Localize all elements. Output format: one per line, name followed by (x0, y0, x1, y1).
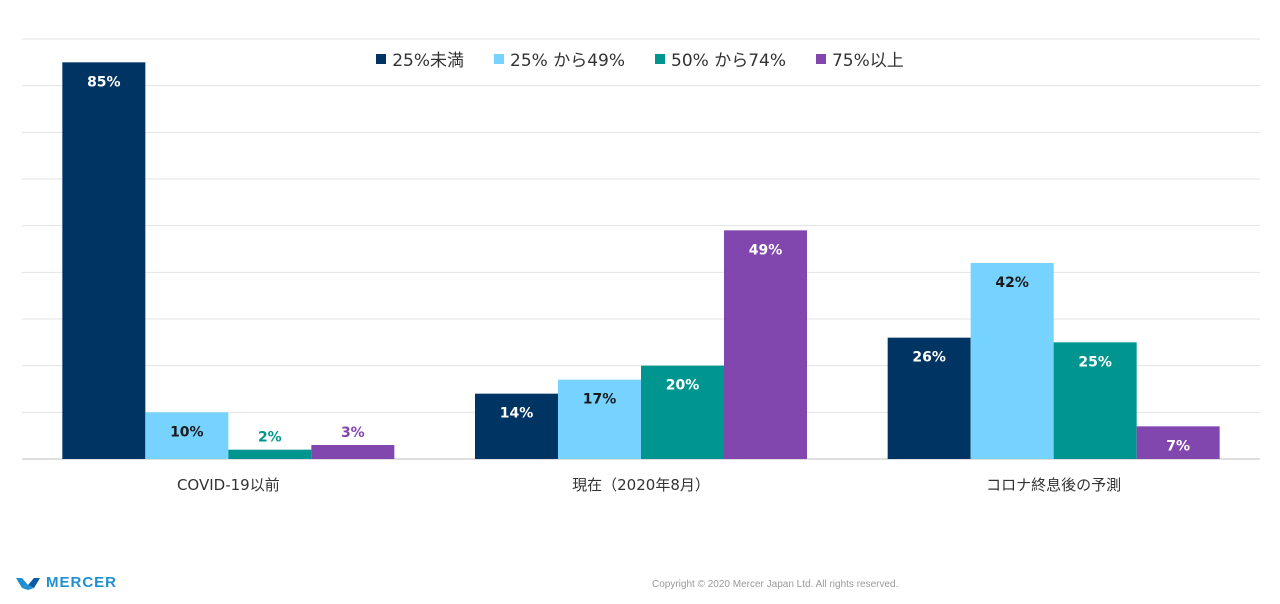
category-label: 現在（2020年8月） (572, 476, 710, 494)
legend-item: 50% から74% (655, 46, 786, 71)
legend: 25%未満 25% から49% 50% から74% 75%以上 (0, 46, 1280, 71)
bar (558, 379, 641, 459)
legend-item: 75%以上 (815, 46, 904, 71)
data-label: 25% (1078, 354, 1112, 370)
bars (62, 62, 1220, 459)
bar (970, 263, 1054, 459)
legend-label: 75%以上 (831, 51, 904, 71)
data-label: 2% (258, 430, 282, 446)
data-label: 49% (749, 242, 783, 258)
bar (641, 365, 724, 459)
copyright-text: Copyright © 2020 Mercer Japan Ltd. All r… (652, 579, 899, 590)
bar (62, 62, 146, 459)
bar (1136, 426, 1220, 459)
data-label: 7% (1166, 438, 1190, 454)
legend-item: 25%未満 (376, 46, 464, 71)
data-label: 42% (995, 275, 1029, 291)
data-label: 17% (583, 392, 617, 408)
category-labels: COVID-19以前 現在（2020年8月） コロナ終息後の予測 (177, 476, 1121, 494)
brand-name: MERCER (46, 574, 118, 591)
data-label: 20% (666, 378, 700, 394)
data-label: 26% (912, 350, 946, 366)
legend-swatch (655, 53, 665, 64)
legend-swatch (815, 53, 826, 64)
data-label: 10% (170, 424, 204, 440)
bar (724, 230, 807, 459)
bar (311, 445, 395, 459)
bar (1053, 342, 1137, 459)
legend-item: 25% から49% (494, 46, 625, 71)
data-label: 14% (500, 406, 534, 422)
mercer-logo: MERCER (16, 574, 117, 591)
legend-label: 50% から74% (671, 51, 786, 71)
bar (228, 449, 312, 459)
legend-label: 25%未満 (392, 51, 465, 71)
bar (887, 337, 971, 459)
data-label: 3% (341, 425, 365, 441)
mercer-logo-icon (16, 577, 40, 590)
legend-swatch (494, 53, 505, 64)
bar-chart: 85% 10% 2% 3% 14% 17% 20% 49% 26% 42% 25% 7% COVID-… (22, 38, 1260, 494)
category-label: コロナ終息後の予測 (986, 476, 1121, 494)
data-label: 85% (87, 74, 121, 90)
category-label: COVID-19以前 (177, 476, 280, 494)
bar (475, 393, 558, 459)
bar (145, 412, 229, 459)
legend-swatch (376, 53, 387, 64)
legend-label: 25% から49% (510, 51, 625, 71)
data-labels: 85% 10% 2% 3% 14% 17% 20% 49% 26% 42% 25% 7% (87, 74, 1190, 454)
